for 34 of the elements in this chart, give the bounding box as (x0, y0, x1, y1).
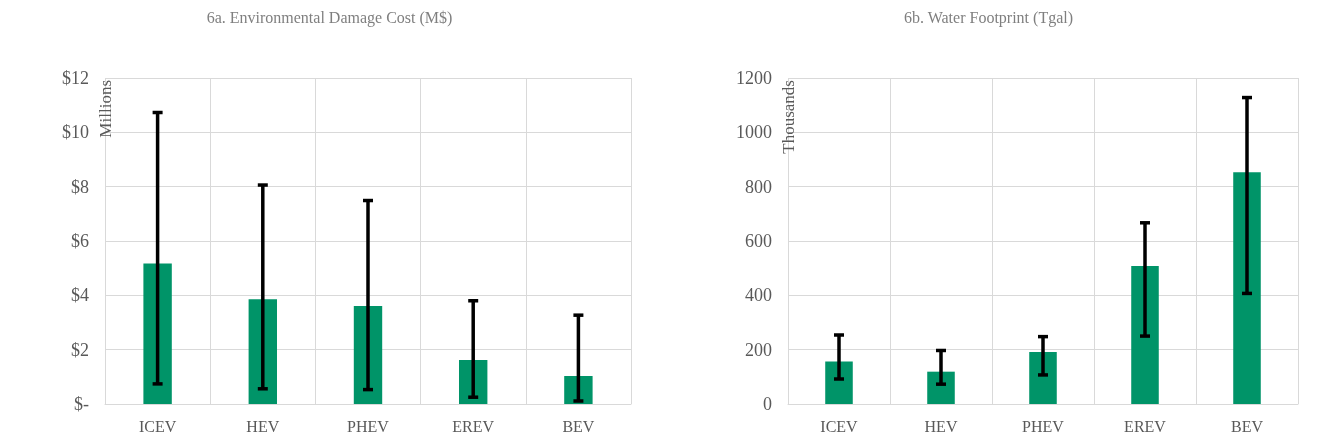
y-tick-label: 1200 (736, 68, 772, 88)
bar (1131, 265, 1159, 404)
x-tick-label: EREV (452, 417, 495, 435)
x-tick-label: HEV (246, 417, 280, 435)
y-tick-label: 400 (745, 285, 772, 306)
y-tick-label: $4 (71, 285, 89, 306)
y-tick-label: 800 (745, 176, 772, 197)
x-tick-label: HEV (924, 417, 958, 435)
bar (1029, 352, 1057, 404)
y-tick-label: $8 (71, 176, 89, 197)
chart-title: 6b. Water Footprint (Tgal) (903, 8, 1074, 27)
x-tick-label: BEV (562, 417, 595, 435)
y-tick-label: 0 (763, 394, 772, 414)
y-axis-title: Millions (95, 80, 115, 138)
x-tick-label: ICEV (820, 417, 859, 435)
x-tick-label: PHEV (1022, 417, 1065, 435)
y-tick-label: 600 (745, 231, 772, 251)
y-tick-label: $6 (71, 231, 89, 251)
x-tick-label: EREV (1124, 417, 1167, 435)
y-tick-label: 1000 (736, 122, 772, 143)
bar (825, 361, 853, 404)
x-tick-label: BEV (1231, 417, 1264, 435)
bar (927, 371, 955, 404)
y-tick-label: 200 (745, 339, 772, 360)
x-tick-label: PHEV (347, 417, 390, 435)
y-tick-label: $12 (62, 68, 89, 88)
y-tick-label: $10 (62, 122, 89, 143)
y-axis-title: Thousands (778, 80, 798, 154)
x-tick-label: ICEV (138, 417, 177, 435)
y-tick-label: $2 (71, 339, 89, 360)
chart-title: 6a. Environmental Damage Cost (M$) (206, 8, 453, 27)
bar (143, 263, 172, 404)
bar (1233, 172, 1261, 404)
y-tick-label: $- (74, 394, 89, 414)
